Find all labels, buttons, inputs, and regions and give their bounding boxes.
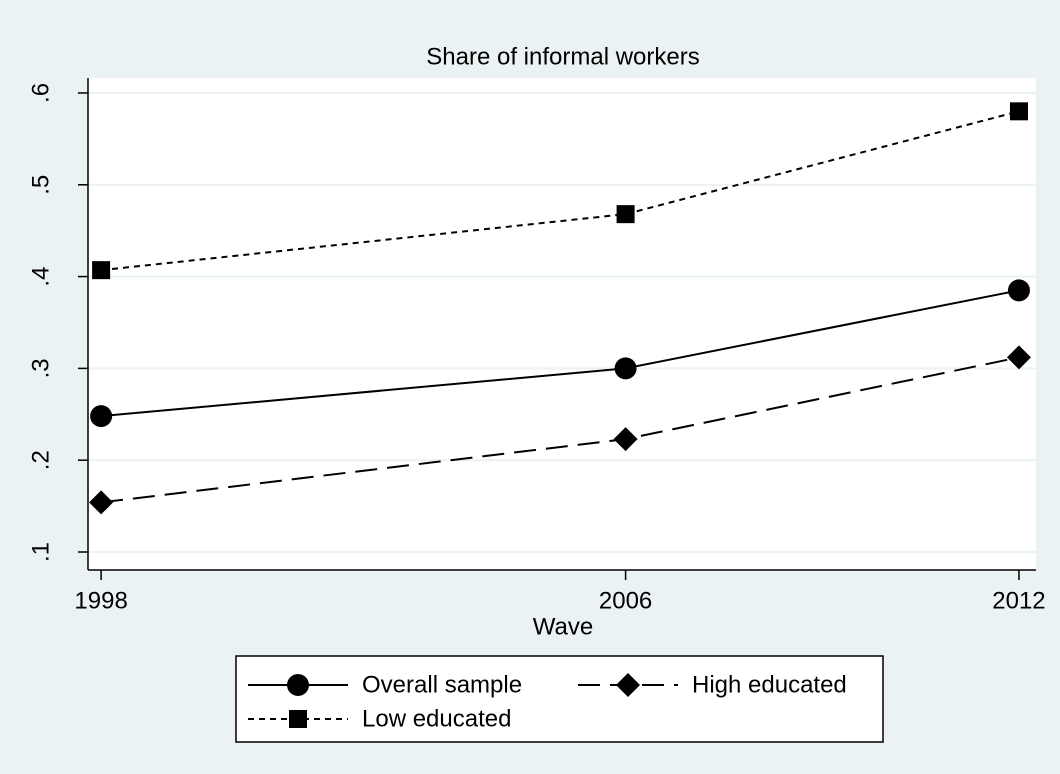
- legend-marker: [287, 674, 309, 696]
- marker: [613, 427, 638, 452]
- x-axis-title: Wave: [533, 613, 593, 640]
- y-tick-label: .6: [27, 83, 54, 103]
- legend-marker: [616, 673, 640, 697]
- y-tick-label: .1: [27, 542, 54, 562]
- chart-title: Share of informal workers: [426, 43, 699, 70]
- marker: [1007, 279, 1030, 302]
- x-tick-label: 1998: [74, 587, 127, 614]
- marker: [616, 205, 635, 224]
- legend-label: High educated: [692, 671, 847, 698]
- x-tick-label: 2006: [599, 587, 652, 614]
- legend-box: [235, 655, 884, 743]
- y-tick-label: .3: [27, 358, 54, 378]
- marker: [90, 405, 113, 428]
- marker: [89, 490, 114, 515]
- y-tick-label: .2: [27, 450, 54, 470]
- x-tick-label: 2012: [992, 587, 1045, 614]
- marker: [1009, 102, 1028, 121]
- marker: [1006, 345, 1031, 370]
- legend-label: Low educated: [362, 705, 511, 732]
- legend-marker: [289, 710, 307, 728]
- legend-label: Overall sample: [362, 671, 522, 698]
- marker: [614, 357, 637, 380]
- plot-background: [88, 78, 1036, 570]
- y-tick-label: .5: [27, 175, 54, 195]
- marker: [92, 261, 111, 280]
- y-tick-label: .4: [27, 267, 54, 287]
